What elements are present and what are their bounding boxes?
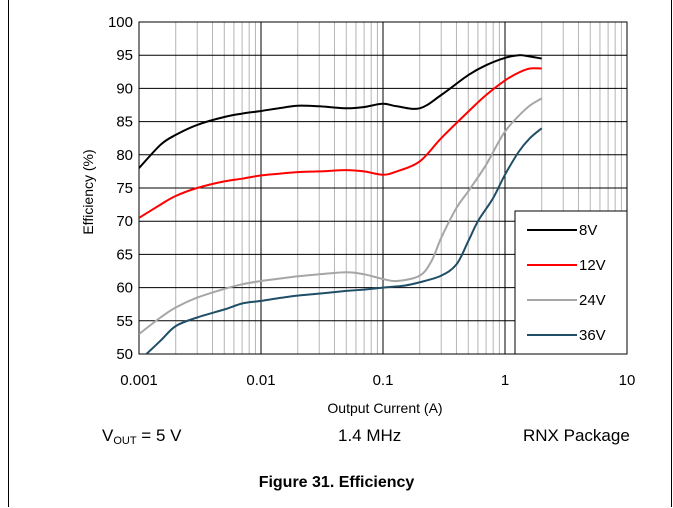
y-tick-label: 70 [116, 213, 133, 230]
y-tick-labels: 50 55 60 65 70 75 80 85 90 95 100 [108, 14, 133, 363]
y-tick-label: 85 [116, 114, 133, 131]
y-axis-label: Efficiency (%) [80, 149, 96, 234]
legend-label-12v: 12V [579, 257, 606, 274]
y-tick-label: 95 [116, 47, 133, 64]
series-line-12v [139, 67, 542, 219]
x-tick-labels: 0.001 0.01 0.1 1 10 [120, 372, 635, 389]
vout-subscript: OUT [113, 435, 137, 447]
x-tick-label: 0.1 [373, 372, 394, 389]
y-tick-label: 80 [116, 147, 133, 164]
y-tick-label: 100 [108, 14, 133, 31]
y-tick-label: 65 [116, 246, 133, 263]
vout-caption: VOUT = 5 V [102, 426, 181, 447]
legend: 8V 12V 24V 36V [514, 210, 628, 355]
package-caption: RNX Package [523, 426, 630, 445]
x-tick-label: 1 [501, 372, 509, 389]
series-line-24v [139, 97, 543, 335]
x-axis-label: Output Current (A) [327, 400, 442, 416]
plot-area-border [138, 21, 628, 355]
y-tick-label: 50 [116, 346, 133, 363]
figure-frame [8, 0, 672, 507]
vout-value: = 5 V [136, 426, 182, 445]
vout-symbol: V [102, 426, 114, 445]
y-tick-label: 60 [116, 280, 133, 297]
y-tick-label: 75 [116, 180, 133, 197]
legend-label-8v: 8V [579, 222, 597, 239]
y-tick-label: 90 [116, 80, 133, 97]
legend-label-36v: 36V [579, 327, 606, 344]
y-tick-label: 55 [116, 313, 133, 330]
legend-label-24v: 24V [579, 292, 606, 309]
series-line-8v [139, 54, 542, 169]
legend-box [514, 210, 628, 355]
x-tick-label: 0.001 [120, 372, 158, 389]
figure-title: Figure 31. Efficiency [258, 474, 415, 491]
x-tick-label: 10 [619, 372, 636, 389]
x-tick-label: 0.01 [246, 372, 275, 389]
series-lines [139, 54, 543, 354]
frequency-caption: 1.4 MHz [338, 426, 402, 445]
series-line-36v [145, 127, 543, 354]
